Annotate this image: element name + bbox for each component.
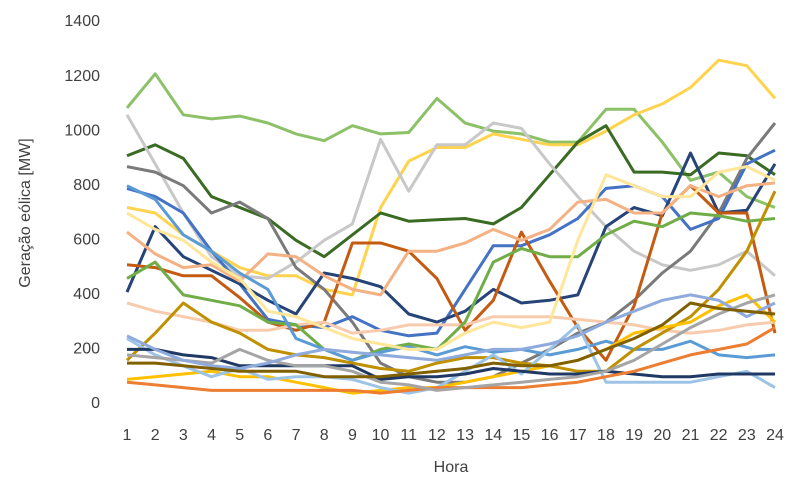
y-tick-label: 800 bbox=[73, 177, 100, 194]
series-line bbox=[125, 72, 776, 209]
x-tick-label: 13 bbox=[456, 427, 474, 444]
x-tick-label: 16 bbox=[541, 427, 559, 444]
x-tick-label: 20 bbox=[653, 427, 671, 444]
x-tick-label: 10 bbox=[372, 427, 390, 444]
x-tick-label: 4 bbox=[207, 427, 216, 444]
series-line bbox=[125, 190, 777, 373]
series-line bbox=[126, 124, 776, 259]
y-tick-label: 600 bbox=[73, 232, 100, 249]
y-tick-label: 1400 bbox=[64, 13, 100, 30]
y-tick-label: 1200 bbox=[64, 68, 100, 85]
series-line bbox=[126, 293, 776, 370]
x-tick-label: 9 bbox=[348, 427, 357, 444]
series-line bbox=[126, 122, 777, 384]
x-axis-label: Hora bbox=[434, 459, 469, 476]
x-tick-label: 1 bbox=[123, 427, 132, 444]
x-tick-label: 23 bbox=[738, 427, 756, 444]
y-tick-label: 200 bbox=[73, 341, 100, 358]
series-line bbox=[127, 347, 775, 381]
x-tick-label: 19 bbox=[625, 427, 643, 444]
x-tick-label: 17 bbox=[569, 427, 587, 444]
series-line bbox=[126, 181, 776, 297]
series-line bbox=[126, 211, 776, 362]
x-tick-label: 6 bbox=[263, 427, 272, 444]
x-tick-label: 18 bbox=[597, 427, 615, 444]
x-tick-label: 11 bbox=[400, 427, 417, 444]
x-tick-label: 3 bbox=[179, 427, 188, 444]
series-line bbox=[126, 58, 777, 297]
series-line bbox=[126, 165, 776, 351]
x-tick-label: 21 bbox=[682, 427, 700, 444]
y-axis-label: Geração eólica [MW] bbox=[17, 138, 34, 287]
series-line bbox=[126, 293, 777, 395]
x-tick-label: 22 bbox=[710, 427, 728, 444]
x-tick-label: 8 bbox=[320, 427, 329, 444]
x-tick-label: 15 bbox=[513, 427, 531, 444]
series-line bbox=[127, 301, 776, 379]
series-line bbox=[125, 151, 777, 324]
x-tick-label: 24 bbox=[766, 427, 784, 444]
y-tick-label: 400 bbox=[73, 286, 100, 303]
series-line bbox=[125, 114, 776, 280]
y-tick-label: 0 bbox=[91, 395, 100, 412]
x-tick-label: 2 bbox=[151, 427, 160, 444]
series-line bbox=[126, 293, 776, 392]
x-tick-label: 14 bbox=[484, 427, 502, 444]
x-tick-label: 12 bbox=[428, 427, 446, 444]
y-tick-label: 1000 bbox=[64, 122, 100, 139]
x-tick-label: 7 bbox=[292, 427, 301, 444]
series-line bbox=[126, 184, 776, 362]
x-tick-label: 5 bbox=[235, 427, 244, 444]
